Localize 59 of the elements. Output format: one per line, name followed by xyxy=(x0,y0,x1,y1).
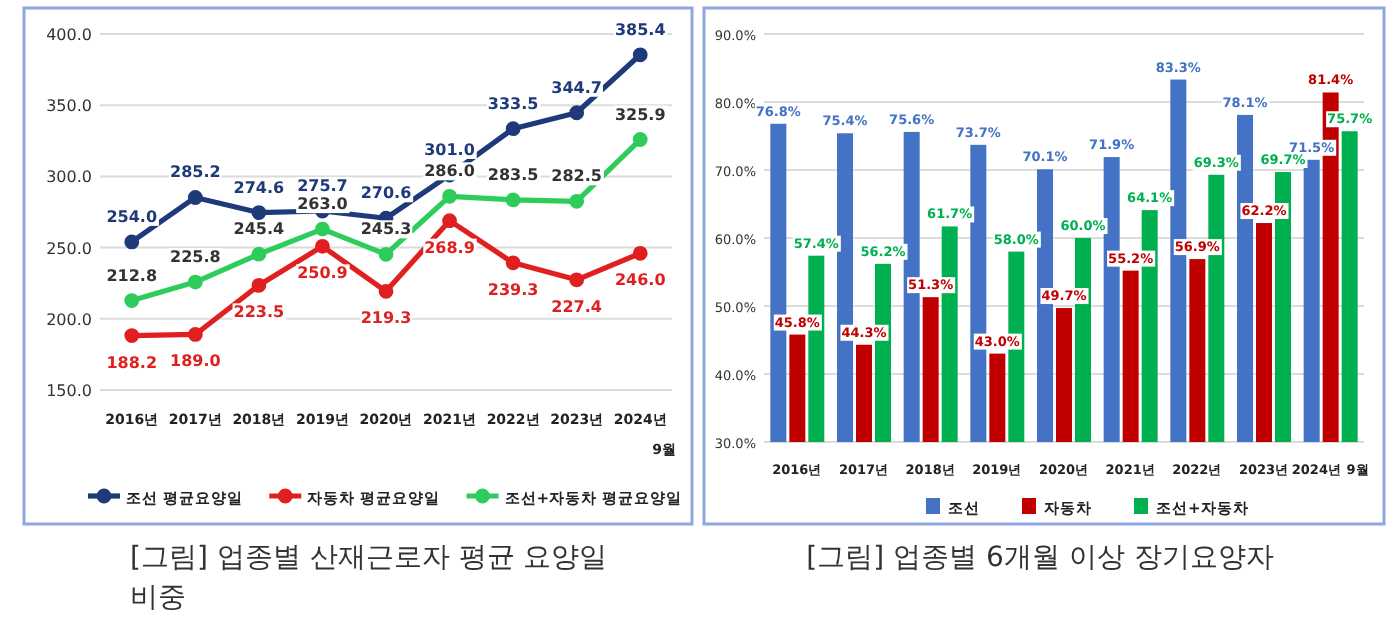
y-tick-label: 150.0 xyxy=(46,382,92,400)
data-label: 188.2 xyxy=(106,353,158,372)
point xyxy=(505,121,521,137)
data-label: 285.2 xyxy=(170,163,221,182)
data-label: 325.9 xyxy=(614,105,667,124)
point xyxy=(187,274,203,290)
point xyxy=(505,192,521,208)
data-label: 254.0 xyxy=(106,207,158,226)
point xyxy=(632,245,648,261)
point xyxy=(251,246,267,262)
point xyxy=(187,190,203,205)
text: [그림] 업종별 산재근로자 평균 요양일 비중 xyxy=(130,542,608,614)
y-tick-label: 250.0 xyxy=(46,239,92,258)
point xyxy=(442,213,457,229)
y-tick-label: 300.0 xyxy=(46,168,92,187)
data-label: 245.4 xyxy=(233,220,286,239)
point xyxy=(251,205,267,220)
data-label: 286.0 xyxy=(424,162,476,181)
point xyxy=(124,293,140,308)
data-label: 385.4 xyxy=(614,20,667,39)
data-label: 212.8 xyxy=(106,266,158,285)
data-label: 344.7 xyxy=(551,78,602,97)
data-label: 268.9 xyxy=(424,238,476,257)
data-label: 282.5 xyxy=(551,167,603,186)
text: [그림] 업종별 6개월 이상 장기요양자 xyxy=(806,542,1274,574)
y-tick-label: 200.0 xyxy=(46,310,92,329)
data-label: 239.3 xyxy=(487,280,539,299)
point xyxy=(569,193,585,209)
point xyxy=(505,255,521,271)
point xyxy=(569,105,585,121)
data-label: 219.3 xyxy=(360,309,412,328)
point xyxy=(315,221,330,237)
point xyxy=(315,238,330,254)
point xyxy=(632,47,648,63)
point xyxy=(378,283,394,299)
data-label: 274.6 xyxy=(233,178,286,197)
data-label: 263.0 xyxy=(297,195,349,214)
data-label: 333.5 xyxy=(487,94,540,113)
data-label: 227.4 xyxy=(551,297,603,316)
data-label: 275.7 xyxy=(297,177,348,195)
data-label: 246.0 xyxy=(614,271,667,290)
data-label: 245.3 xyxy=(360,220,412,239)
point xyxy=(378,246,394,262)
y-tick-label: 350.0 xyxy=(46,97,92,116)
point xyxy=(187,327,203,342)
data-label: 223.5 xyxy=(233,303,286,322)
data-label: 250.9 xyxy=(297,264,349,283)
data-label: 189.0 xyxy=(170,352,222,371)
point xyxy=(569,272,585,288)
data-label: 283.5 xyxy=(487,165,540,184)
point xyxy=(251,277,267,293)
point xyxy=(124,328,140,343)
data-label: 301.0 xyxy=(424,140,476,159)
y-tick-label: 400.0 xyxy=(46,26,92,44)
point xyxy=(442,188,457,204)
point xyxy=(124,234,140,250)
data-label: 270.6 xyxy=(360,184,413,203)
data-label: 225.8 xyxy=(170,248,222,267)
point xyxy=(632,132,648,147)
